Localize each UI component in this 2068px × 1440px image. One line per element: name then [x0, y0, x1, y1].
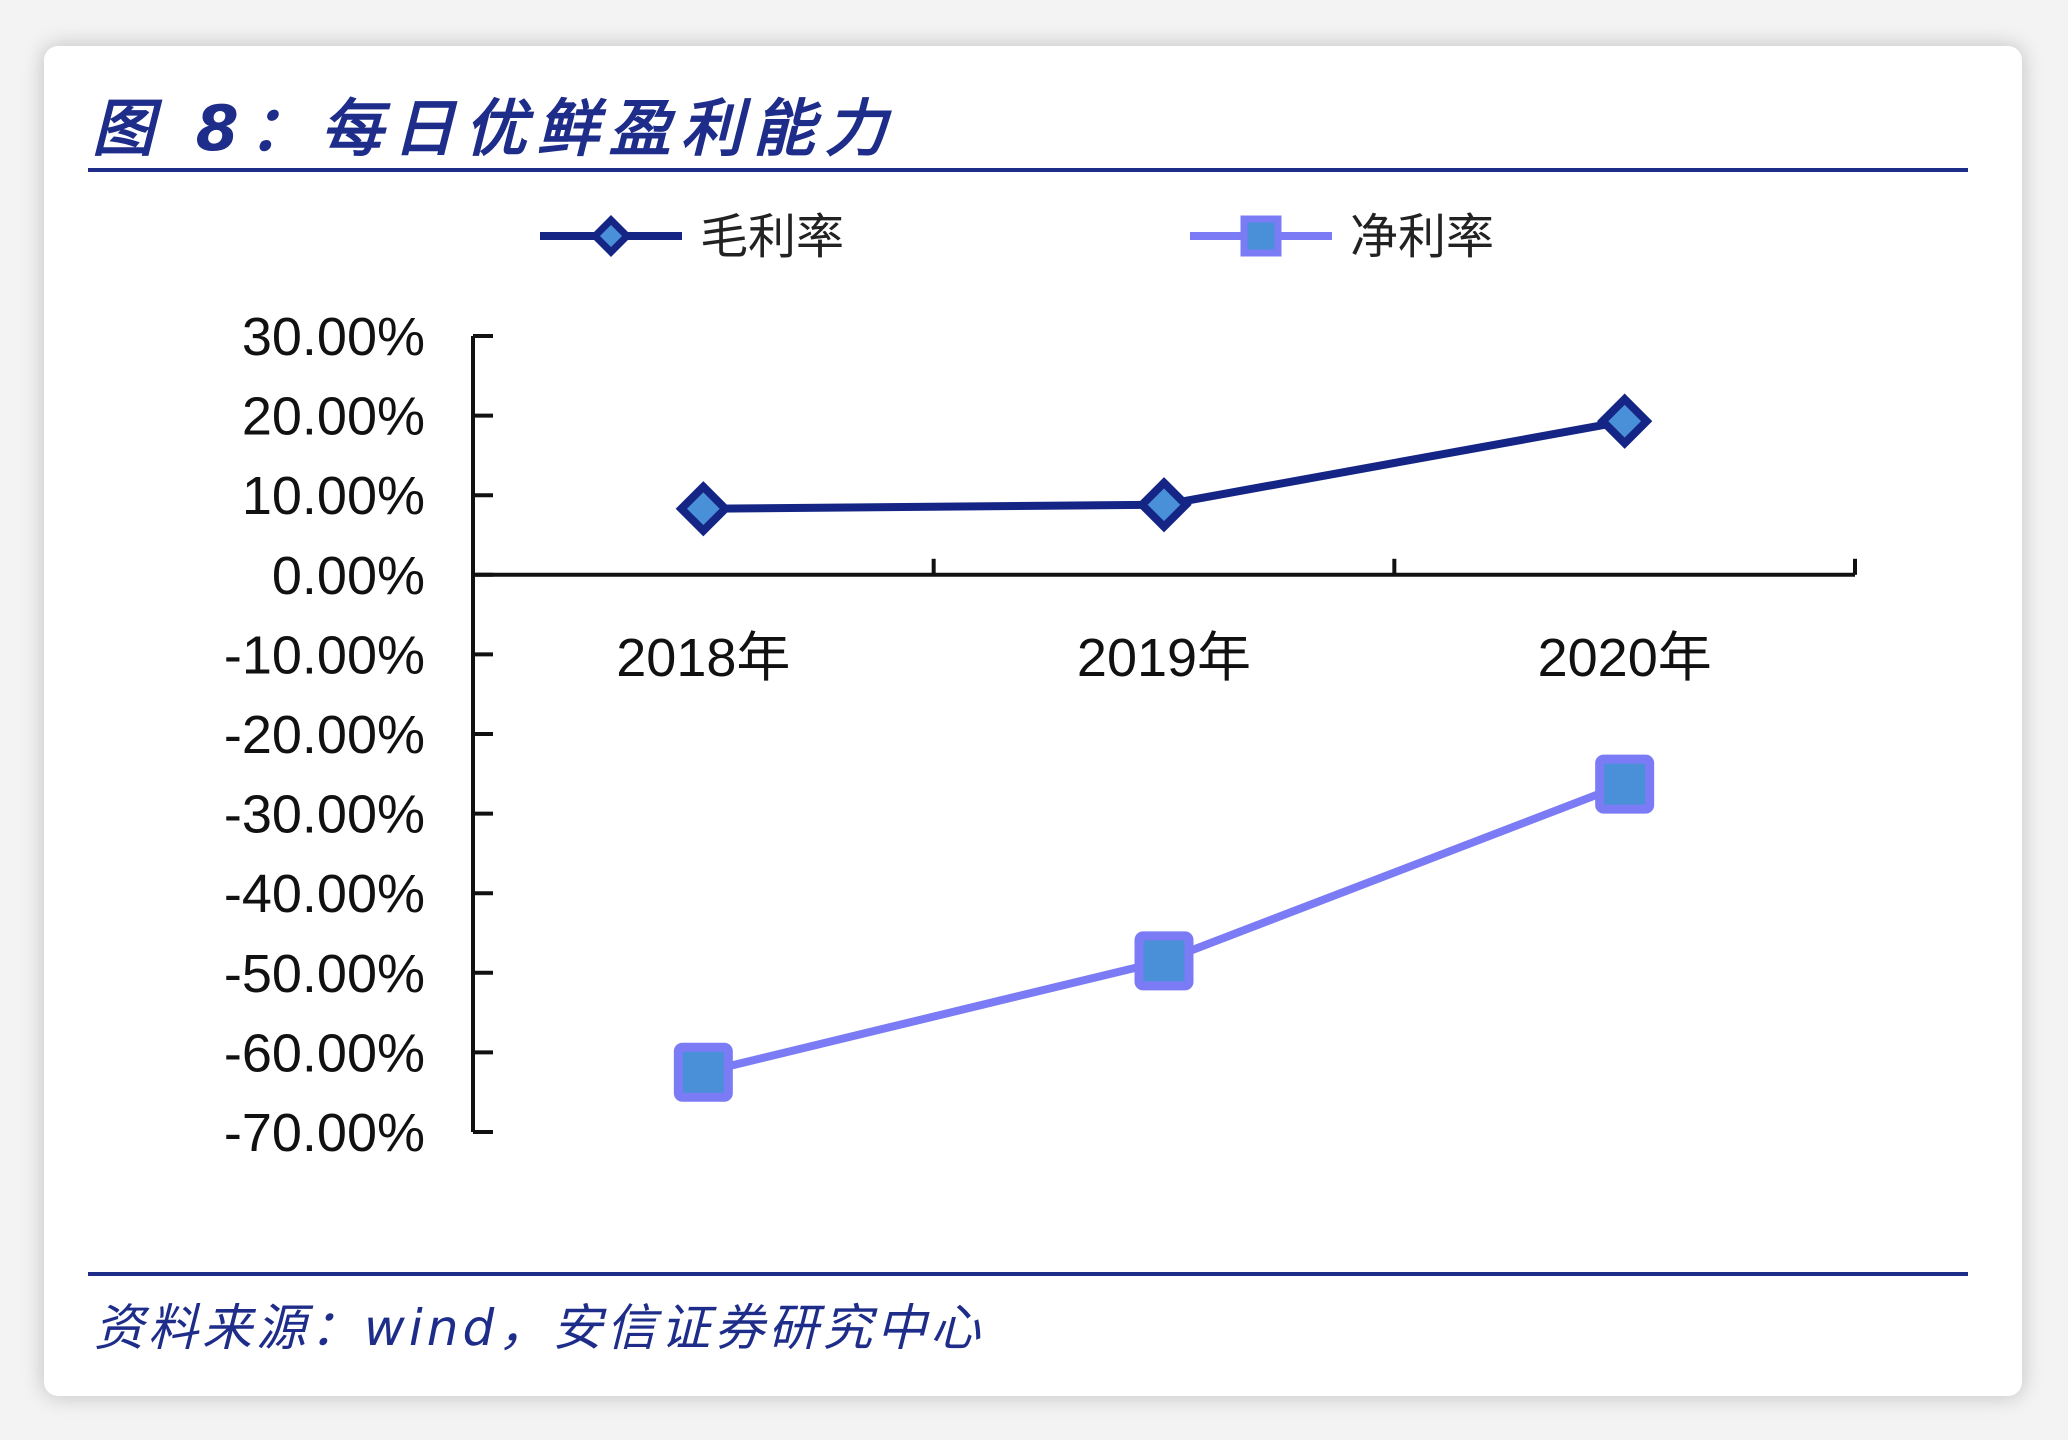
y-tick-label: -60.00% — [224, 1023, 425, 1083]
x-tick-label: 2020年 — [1538, 628, 1712, 688]
y-tick-label: -70.00% — [224, 1103, 425, 1163]
gross-margin-point — [1597, 393, 1653, 449]
series-layer — [673, 393, 1655, 1102]
y-tick-label: -40.00% — [224, 864, 425, 924]
net-margin-point — [1134, 931, 1194, 991]
figure-card — [44, 46, 2022, 1396]
legend-label-gross: 毛利率 — [700, 209, 844, 265]
y-tick-label: -50.00% — [224, 944, 425, 1004]
source-note: 资料来源：wind，安信证券研究中心 — [94, 1299, 985, 1357]
source-rule — [88, 1272, 1968, 1276]
legend-marker-gross — [590, 215, 632, 257]
net-margin-point — [1595, 754, 1655, 814]
y-tick-label: 30.00% — [242, 307, 425, 367]
legend-marker-net — [1240, 215, 1282, 257]
gross-margin-point — [1136, 477, 1192, 533]
legend: 毛利率 净利率 — [540, 209, 1494, 265]
net-margin-point — [673, 1042, 733, 1102]
y-tick-label: 10.00% — [242, 466, 425, 526]
legend-label-net: 净利率 — [1350, 209, 1494, 265]
figure-title: 图 8：每日优鲜盈利能力 — [92, 92, 897, 165]
y-tick-label: -30.00% — [224, 785, 425, 845]
axes: 30.00% 20.00% 10.00% 0.00% -10.00% -20.00% -30… — [224, 307, 1857, 1163]
y-tick-label: 20.00% — [242, 387, 425, 447]
x-tick-label: 2019年 — [1077, 628, 1251, 688]
y-tick-label: -10.00% — [224, 625, 425, 685]
series-line-2 — [702, 780, 1627, 1077]
x-tick-label: 2018年 — [616, 628, 790, 688]
y-tick-label: -20.00% — [224, 705, 425, 765]
gross-margin-point — [675, 481, 731, 537]
title-rule — [88, 168, 1968, 172]
y-tick-label: 0.00% — [272, 546, 425, 606]
